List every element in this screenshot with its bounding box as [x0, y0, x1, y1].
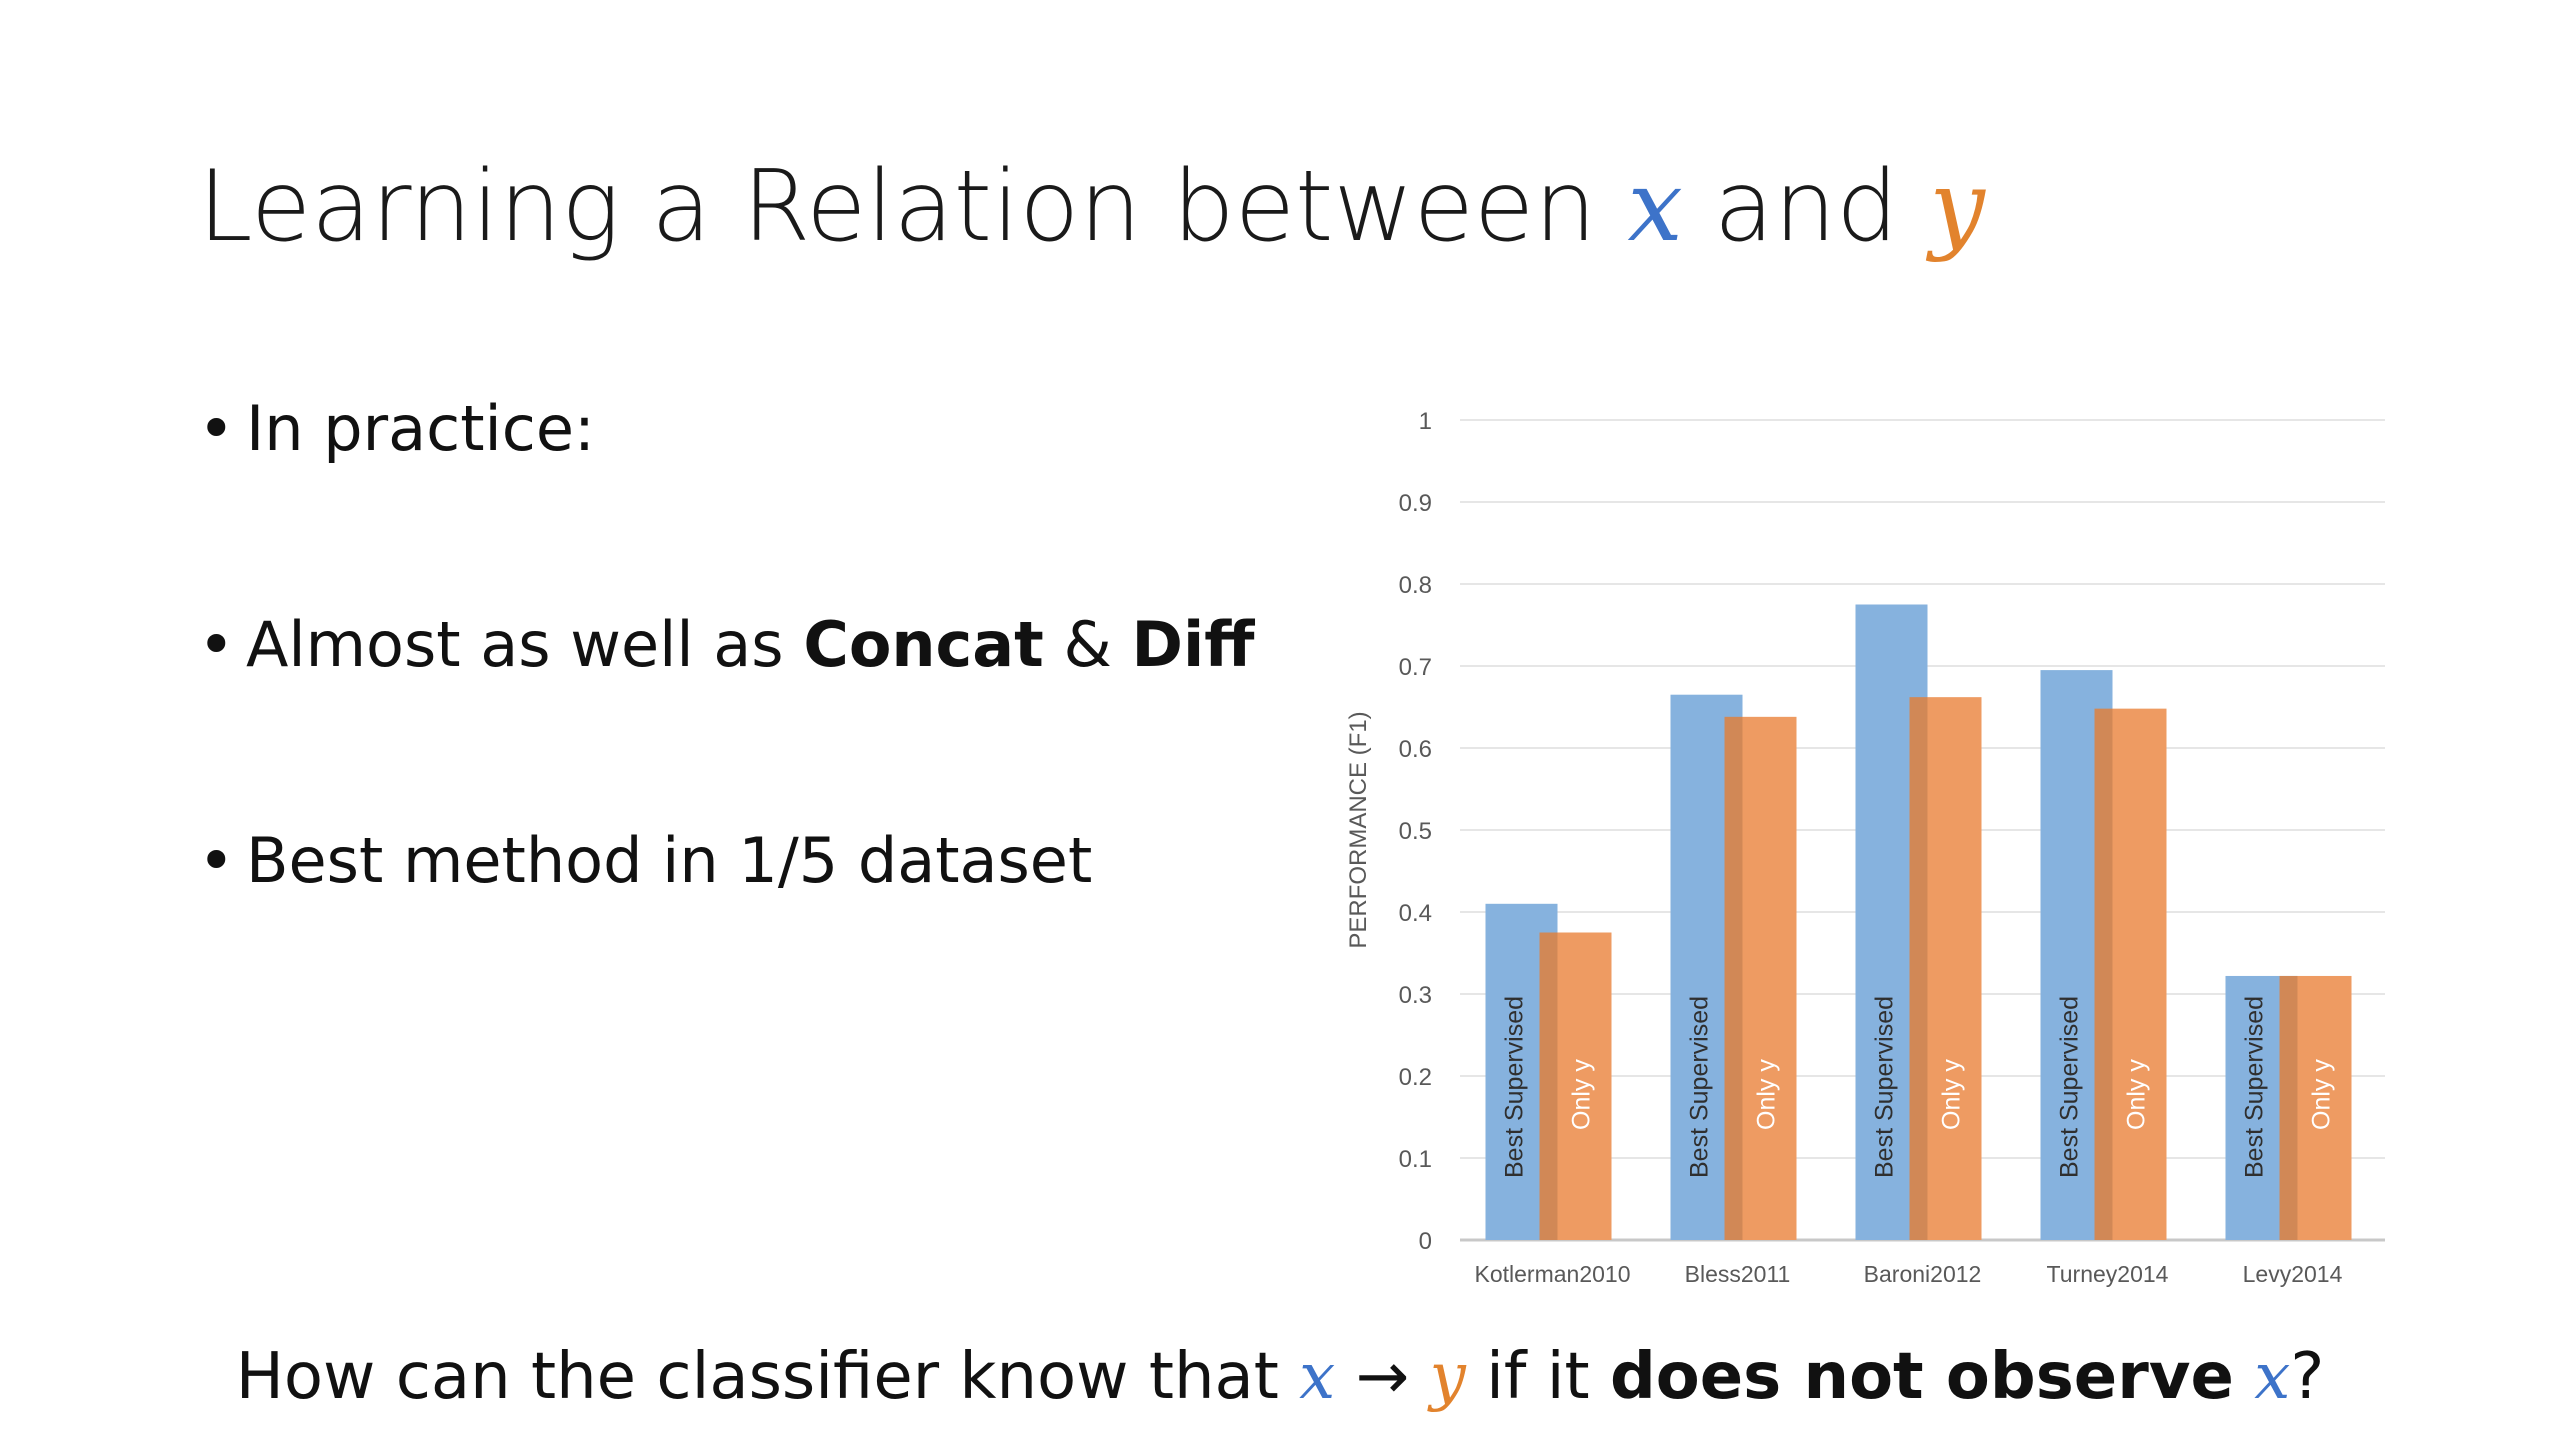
bullet-text-pre: Almost as well as	[246, 608, 804, 681]
x-tick-label: Bless2011	[1685, 1261, 1791, 1287]
y-tick-label: 0.5	[1399, 818, 1432, 845]
question-arrow: →	[1335, 1340, 1430, 1414]
bar-label-only-y: Only y	[1568, 1059, 1596, 1130]
bullet-item: • Almost as well as Concat & Diff	[198, 608, 1255, 824]
bar-overlap-shade	[1909, 697, 1928, 1240]
y-tick-label: 0.1	[1399, 1146, 1432, 1173]
title-mid: and	[1682, 150, 1930, 264]
bullet-bold-concat: Concat	[803, 608, 1044, 681]
y-tick-label: 1	[1419, 408, 1432, 435]
question-var-x2: x	[2254, 1340, 2291, 1414]
question-end: ?	[2290, 1340, 2325, 1414]
question-mid: if it	[1465, 1340, 1610, 1414]
bar-only-y	[2094, 708, 2167, 1240]
bullet-bold-diff: Diff	[1131, 608, 1255, 681]
y-tick-label: 0.6	[1399, 736, 1432, 763]
y-tick-label: 0.7	[1399, 654, 1432, 681]
bar-label-only-y: Only y	[1753, 1059, 1781, 1130]
bullet-item: • In practice:	[198, 392, 1255, 608]
title-prefix: Learning a Relation between	[198, 150, 1628, 264]
bullet-dot: •	[198, 608, 235, 681]
bullet-list: • In practice: • Almost as well as Concat …	[198, 392, 1255, 1040]
bar-only-y	[1909, 697, 1982, 1240]
question-var-x: x	[1299, 1340, 1336, 1414]
x-tick-label: Kotlerman2010	[1475, 1261, 1631, 1287]
question-var-y: y	[1429, 1340, 1466, 1414]
bottom-question: How can the classifier know that x → y i…	[0, 1340, 2560, 1414]
bar-label-best-supervised: Best Supervised	[2241, 996, 2269, 1178]
y-tick-label: 0.2	[1399, 1064, 1432, 1091]
x-tick-label: Levy2014	[2243, 1261, 2343, 1287]
y-tick-label: 0.9	[1399, 490, 1432, 517]
bar-label-only-y: Only y	[1938, 1059, 1966, 1130]
bar-label-only-y: Only y	[2123, 1059, 2151, 1130]
bar-label-only-y: Only y	[2308, 1059, 2336, 1130]
bar-label-best-supervised: Best Supervised	[1501, 996, 1529, 1178]
bullet-text: In practice:	[246, 392, 595, 465]
y-tick-label: 0.4	[1399, 900, 1432, 927]
bar-overlap-shade	[1724, 716, 1743, 1240]
x-tick-label: Baroni2012	[1864, 1261, 1982, 1287]
bar-label-best-supervised: Best Supervised	[1871, 996, 1899, 1178]
bar-only-y	[1539, 932, 1612, 1240]
bar-label-best-supervised: Best Supervised	[2056, 996, 2084, 1178]
bullet-item: • Best method in 1/5 dataset	[198, 824, 1255, 1040]
y-tick-label: 0.8	[1399, 572, 1432, 599]
bar-only-y	[1724, 716, 1797, 1240]
bar-only-y	[2279, 975, 2352, 1240]
x-tick-label: Turney2014	[2047, 1261, 2169, 1287]
y-tick-label: 0	[1419, 1228, 1432, 1255]
bullet-dot: •	[198, 824, 235, 897]
bar-overlap-shade	[2279, 975, 2298, 1240]
y-tick-label: 0.3	[1399, 982, 1432, 1009]
title-var-x: x	[1627, 150, 1683, 264]
y-axis-title: PERFORMANCE (F1)	[1345, 711, 1372, 948]
bar-overlap-shade	[1539, 932, 1558, 1240]
chart-container: 0 0.1 0.2 0.3 0.4 0.5 0.6 0.7 0.8 0.9 1 PERFORMANCE…	[1330, 390, 2410, 1310]
bullet-text-mid: &	[1043, 608, 1132, 681]
question-bold: does not observe	[1609, 1340, 2234, 1414]
bar-overlap-shade	[2094, 708, 2113, 1240]
slide-title: Learning a Relation between x and y	[198, 150, 1985, 264]
bullet-dot: •	[198, 392, 235, 465]
bar-chart: 0 0.1 0.2 0.3 0.4 0.5 0.6 0.7 0.8 0.9 1 PERFORMANCE…	[1345, 408, 2385, 1287]
bar-label-best-supervised: Best Supervised	[1686, 996, 1714, 1178]
title-var-y: y	[1929, 150, 1985, 264]
question-pre: How can the classifier know that	[235, 1340, 1300, 1414]
bullet-text: Best method in 1/5 dataset	[246, 824, 1093, 897]
